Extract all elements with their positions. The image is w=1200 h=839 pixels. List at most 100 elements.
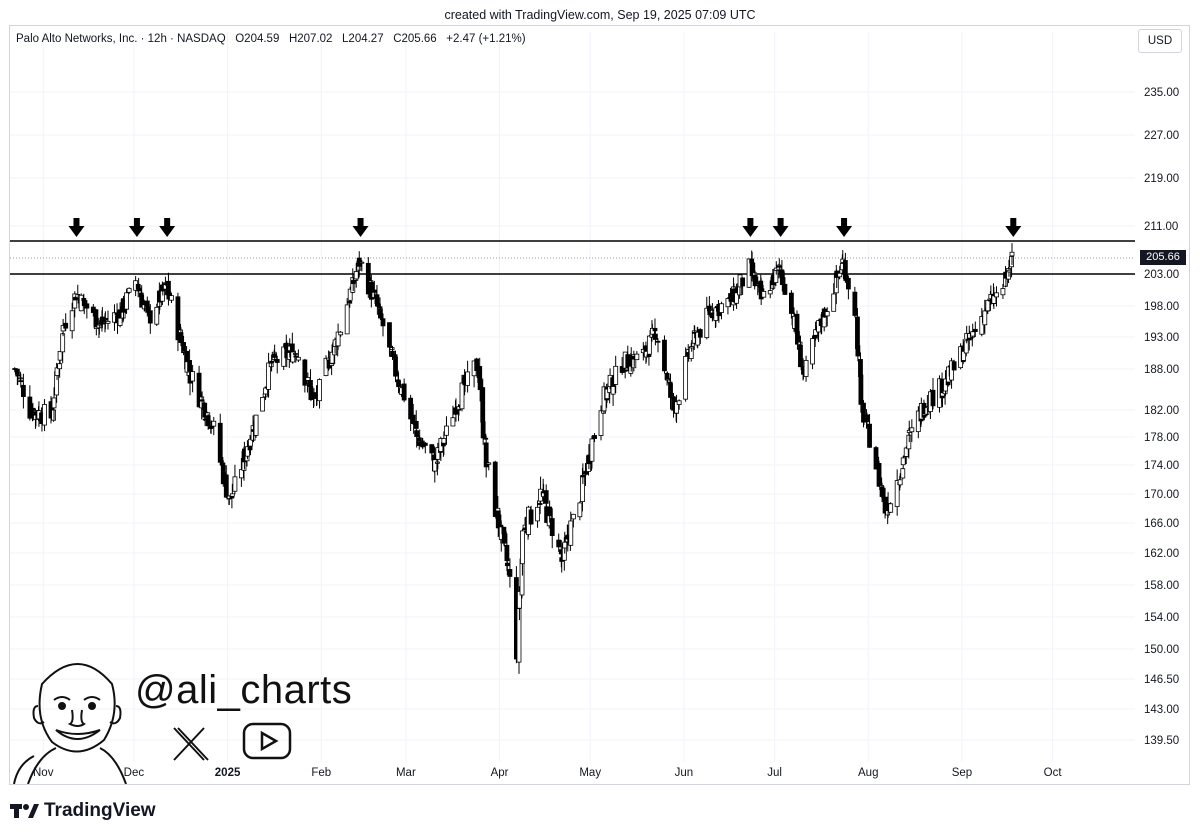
candle-body [390,350,395,358]
candle-body [371,289,377,293]
candle [81,293,87,302]
candle-body [649,327,655,335]
candle [674,394,679,423]
candle-body [810,338,815,365]
candle-body [909,427,915,433]
candle-body [520,530,525,565]
candle [604,387,610,403]
candle-body [175,296,181,341]
candle [15,371,21,385]
candle-body [683,355,689,400]
candle [432,447,438,483]
candle [344,298,350,335]
candle [63,313,69,332]
candle [810,335,815,370]
candle [845,275,851,300]
candle [42,399,47,432]
candle-body [779,271,785,285]
candle [302,358,308,393]
candle [646,335,652,355]
candle [401,378,407,403]
candle [982,299,988,335]
candle [350,273,356,292]
candle-body [991,295,997,304]
candle [767,280,773,299]
legend-close: C205.66 [393,33,437,45]
candle-body [248,438,253,447]
candle [393,350,398,383]
candle-body [598,410,604,436]
candle [223,465,229,499]
candle-body [568,520,574,546]
candle-body [374,302,380,307]
candle-body [144,300,150,307]
candle-body [858,374,864,405]
credit-text: created with TradingView.com, Sep 19, 20… [444,8,756,22]
candle [245,440,250,460]
candle-body [535,506,540,522]
candle-body [359,261,365,264]
candle [949,357,954,389]
candle-body [453,407,459,415]
candle-body [20,384,26,397]
candle-body [147,310,153,324]
candle [232,464,238,495]
candle-body [229,493,235,497]
candle [589,435,595,469]
candle [824,307,830,327]
candle [970,323,976,340]
candle [577,501,583,521]
price-tick-label: 170.00 [1144,489,1179,501]
candle-body [444,425,449,436]
candle [217,413,223,466]
candle-body [42,404,47,426]
price-tick-label: 211.00 [1144,221,1178,233]
candle [556,533,562,552]
tradingview-logo-icon [10,804,39,818]
candle [317,378,322,409]
candle-body [501,531,507,544]
candle-body [695,331,701,346]
candle [858,370,864,413]
candle-body [253,414,259,436]
candle [894,469,900,516]
down-arrow-icon [1005,218,1022,237]
candle-body [879,486,885,497]
candle-body [353,271,359,280]
candle-body [15,374,21,377]
time-tick-label: Aug [858,767,878,779]
candle [57,350,63,365]
candle-body [126,287,132,293]
candle-body [190,371,196,382]
candle [879,482,885,503]
candle [450,405,456,427]
candle-body [450,417,456,427]
candle [795,322,800,350]
candle [139,285,145,308]
candle-body [54,367,60,376]
symbol-legend: Palo Alto Networks, Inc. · 12h · NASDAQ … [16,33,526,45]
price-tick-label: 219.00 [1144,173,1179,185]
candle-body [260,397,265,412]
candle [676,399,682,410]
candle [387,322,392,357]
candle [683,347,689,402]
candle [776,258,782,278]
time-tick-label: Mar [396,767,416,779]
candle [105,310,111,330]
candle-body [232,476,238,492]
candle [266,352,271,398]
candle [520,528,525,576]
candle-body [208,425,214,428]
candle [492,460,498,518]
time-tick-label: Jun [675,767,694,779]
candle [190,364,196,393]
price-tick-label: 150.00 [1144,644,1179,656]
candle [175,292,181,352]
candle [338,330,344,337]
candle-body [788,292,794,314]
candle-body [752,274,758,287]
chart-frame [9,25,1190,785]
currency-button[interactable]: USD [1138,29,1182,53]
